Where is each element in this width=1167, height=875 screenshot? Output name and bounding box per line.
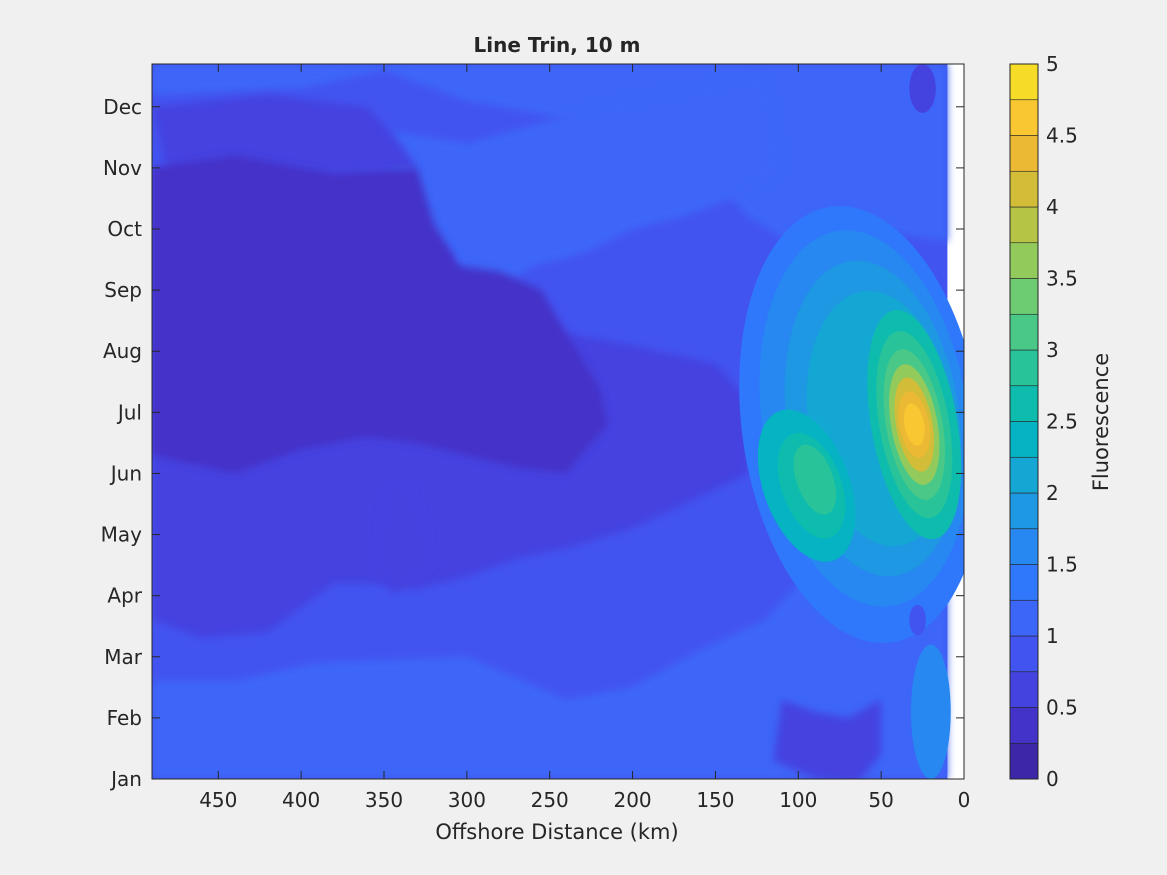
y-tick-label: Jul: [116, 400, 142, 424]
y-tick-label: Feb: [107, 706, 142, 730]
colorbar-band: [1009, 206, 1039, 244]
contour-level: [909, 64, 936, 113]
contour-level: [152, 565, 948, 779]
contour-level: [910, 644, 951, 779]
colorbar-band: [1009, 492, 1039, 530]
colorbar: 0 0.5 1 1.5 2 2.5 3 3.5 4 4.5 5 Fluorescence: [1009, 52, 1113, 791]
y-tick-label: Sep: [104, 278, 142, 302]
contour-level: [793, 444, 837, 515]
colorbar-band: [1009, 564, 1039, 601]
colorbar-tick-label: 4: [1046, 195, 1059, 219]
contour-level: [773, 699, 882, 779]
colorbar-tick-label: 1: [1046, 624, 1059, 648]
colorbar-tick-label: 0.5: [1046, 696, 1078, 720]
colorbar-band: [1009, 599, 1039, 637]
contour-level: [375, 485, 434, 596]
x-tick-label: 100: [779, 788, 817, 812]
colorbar-tick-label: 5: [1046, 52, 1059, 76]
y-tick-label: Jan: [109, 767, 142, 791]
x-tick-label: 0: [958, 788, 971, 812]
x-tick-label: 50: [868, 788, 893, 812]
colorbar-band: [1009, 421, 1039, 458]
colorbar-band: [1009, 313, 1039, 351]
colorbar-band: [1009, 242, 1039, 279]
colorbar-band: [1009, 385, 1039, 422]
colorbar-tick-label: 3.5: [1046, 267, 1078, 291]
plot-frame: [151, 63, 965, 780]
y-tick-label: Apr: [107, 584, 142, 608]
colorbar-bands: [1009, 63, 1039, 780]
y-axis-ticks: Jan Feb Mar Apr May Jun Jul Aug Sep Oct Nov Dec: [101, 95, 964, 791]
colorbar-band: [1009, 135, 1039, 172]
colorbar-tick-label: 3: [1046, 338, 1059, 362]
y-tick-label: Mar: [104, 645, 143, 669]
x-tick-label: 250: [531, 788, 569, 812]
colorbar-band: [1009, 349, 1039, 387]
x-tick-label: 200: [613, 788, 651, 812]
colorbar-tick-label: 4.5: [1046, 124, 1078, 148]
colorbar-tick-label: 1.5: [1046, 553, 1078, 577]
colorbar-band: [1009, 635, 1039, 673]
chart-title: Line Trin, 10 m: [474, 33, 641, 57]
contour-field: [152, 64, 964, 779]
x-tick-label: 400: [282, 788, 320, 812]
colorbar-ticks: 0 0.5 1 1.5 2 2.5 3 3.5 4 4.5 5: [1046, 52, 1078, 791]
y-tick-label: Aug: [103, 339, 142, 363]
y-tick-label: May: [101, 523, 143, 547]
colorbar-band: [1009, 63, 1039, 101]
colorbar-band: [1009, 170, 1039, 208]
colorbar-tick-label: 2: [1046, 481, 1059, 505]
colorbar-tick-label: 2.5: [1046, 410, 1078, 434]
x-axis-label: Offshore Distance (km): [435, 820, 678, 844]
colorbar-band: [1009, 707, 1039, 744]
colorbar-frame: [1009, 63, 1039, 780]
colorbar-band: [1009, 671, 1039, 708]
contour-level: [903, 403, 925, 446]
colorbar-band: [1009, 99, 1039, 136]
y-tick-label: Jun: [109, 461, 142, 485]
x-tick-label: 450: [199, 788, 237, 812]
colorbar-label: Fluorescence: [1089, 353, 1113, 491]
x-tick-label: 350: [365, 788, 403, 812]
y-tick-label: Dec: [103, 95, 142, 119]
contour-level: [909, 604, 926, 636]
x-tick-label: 300: [448, 788, 486, 812]
colorbar-band: [1009, 278, 1039, 315]
colorbar-band: [1009, 456, 1039, 494]
x-tick-label: 150: [696, 788, 734, 812]
colorbar-band: [1009, 742, 1039, 780]
colorbar-tick-label: 0: [1046, 767, 1059, 791]
contour-level: [152, 155, 608, 474]
contour-level: [392, 76, 782, 303]
plot-area: 450 400 350 300 250 200 150 100 50 0 Jan Feb Mar Apr…: [101, 63, 970, 812]
colorbar-band: [1009, 528, 1039, 565]
y-tick-label: Oct: [107, 217, 142, 241]
y-tick-label: Nov: [103, 156, 142, 180]
x-axis-ticks: 450 400 350 300 250 200 150 100 50 0: [199, 64, 970, 812]
